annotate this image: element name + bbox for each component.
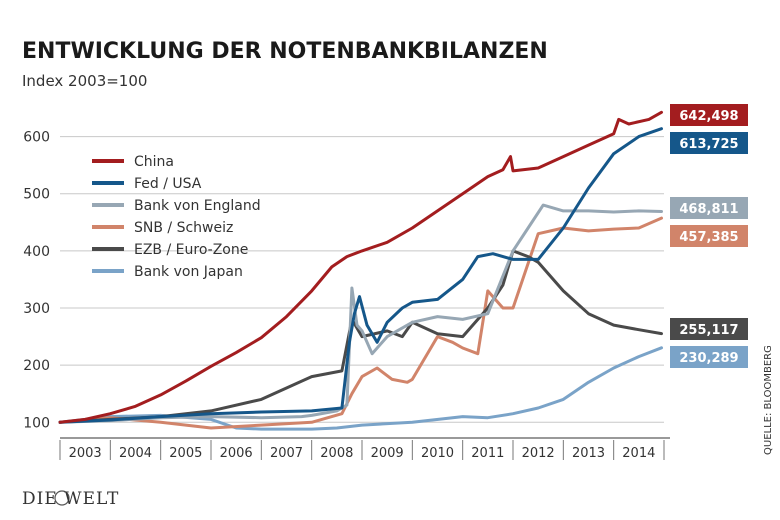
end-label-box [670,104,748,126]
globe-icon [54,490,70,506]
series-line-2 [58,203,663,424]
legend-entry: China [134,154,174,170]
end-label-value: 230,289 [679,351,738,366]
x-tick-label: 2007 [270,446,303,461]
legend-entry: Bank von England [134,198,261,214]
y-tick-label: 500 [23,187,50,203]
series-line-5 [58,346,663,431]
end-label-value: 255,117 [679,323,738,338]
chart-title: ENTWICKLUNG DER NOTENBANKBILANZEN [22,39,548,64]
end-label-box [670,346,748,368]
legend: China Fed / USA Bank von England SNB / Schw… [92,154,261,280]
legend-entry: SNB / Schweiz [134,220,233,236]
y-tick-label: 600 [23,130,50,146]
end-label-value: 642,498 [679,109,738,124]
y-tick-label: 200 [23,358,50,374]
series-lines [58,110,663,431]
brand-logo: DIE WELT [22,489,119,509]
end-labels: 642,498 613,725 468,811 457,385 255,117 230,2… [670,104,748,368]
end-label-box [670,318,748,340]
x-tick-label: 2013 [572,446,605,461]
y-tick-label: 100 [23,415,50,431]
x-tick-label: 2008 [320,446,353,461]
brand-name: DIE WELT [22,489,119,509]
series-line-1 [58,127,663,424]
legend-entry: Fed / USA [134,176,202,192]
x-tick-label: 2011 [471,446,504,461]
end-label-box [670,197,748,219]
end-label-box [670,132,748,154]
series-line-0 [58,110,663,424]
y-tick-label: 400 [23,244,50,260]
end-label-value: 457,385 [679,230,738,245]
chart-subtitle: Index 2003=100 [22,72,147,90]
source-note: QUELLE: BLOOMBERG [763,345,774,455]
y-axis: 100 200 300 400 500 600 [23,130,50,432]
legend-entry: EZB / Euro-Zone [134,242,248,258]
x-tick-label: 2003 [69,446,102,461]
end-label-value: 613,725 [679,137,738,152]
x-tick-label: 2010 [421,446,454,461]
end-label-value: 468,811 [679,202,738,217]
x-tick-label: 2006 [220,446,253,461]
x-tick-label: 2014 [622,446,655,461]
x-tick-label: 2005 [169,446,202,461]
legend-entry: Bank von Japan [134,264,243,280]
x-tick-label: 2004 [119,446,152,461]
end-label-box [670,225,748,247]
x-axis: 2003 2004 2005 2006 2007 2008 2009 2010 2011 2012… [59,437,670,461]
series-line-3 [58,216,663,430]
x-tick-label: 2009 [371,446,404,461]
y-tick-label: 300 [23,301,50,317]
x-tick-label: 2012 [522,446,555,461]
